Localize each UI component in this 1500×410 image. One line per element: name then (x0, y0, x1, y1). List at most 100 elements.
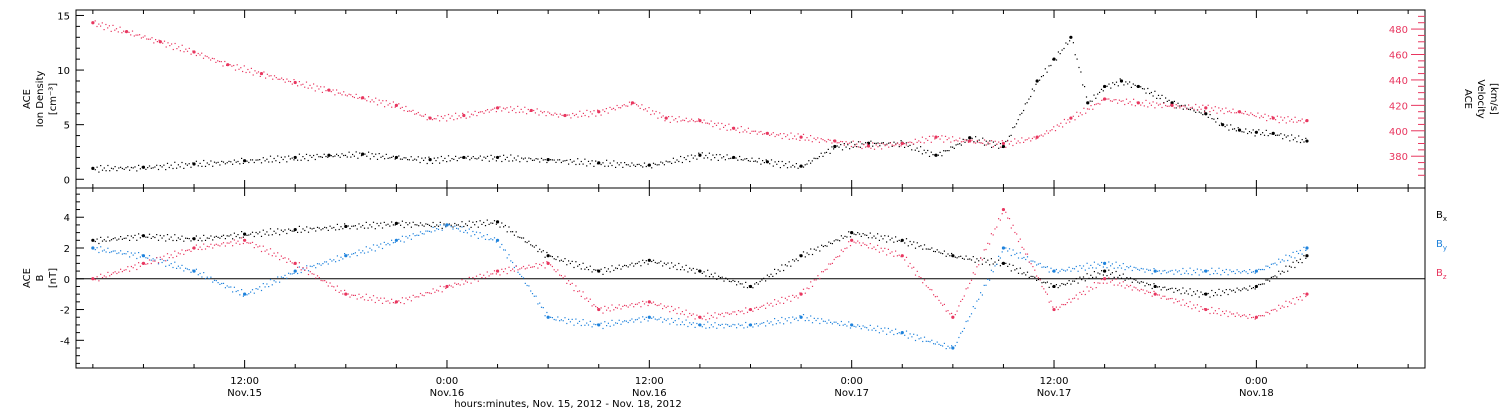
Bz-dot (217, 244, 219, 246)
Bx-dot (1254, 288, 1256, 290)
density-dot (726, 154, 728, 156)
Bx-dot (759, 280, 761, 283)
density-dot (698, 152, 700, 154)
Bx-dot (943, 250, 945, 252)
Bx-dot (551, 256, 553, 258)
field-axis-label-line3: [nT] (48, 268, 59, 288)
Bz-dot (163, 255, 165, 257)
velocity-dot (724, 124, 726, 127)
velocity-dot (609, 106, 611, 108)
Bx-dot (101, 240, 104, 242)
density-dot (176, 167, 178, 169)
velocity-dot (1053, 126, 1055, 128)
Bz-dot (1171, 297, 1173, 300)
Bx-dot (837, 239, 839, 241)
velocity-dot (1063, 118, 1065, 121)
Bx-dot (120, 236, 122, 238)
By-dot (1265, 265, 1267, 267)
velocity-dot (1056, 124, 1058, 126)
velocity-dot (1033, 136, 1035, 138)
velocity-dot (250, 67, 252, 69)
density-dot (1193, 110, 1195, 112)
velocity-dot (937, 136, 939, 138)
By-dot (725, 323, 727, 325)
Bx-dot (746, 287, 749, 289)
velocity-dot (749, 132, 751, 134)
Bx-dot (1149, 284, 1151, 286)
Bx-dot (1093, 271, 1095, 273)
Bz-dot (938, 299, 940, 301)
Bx-dot (302, 228, 304, 230)
velocity-dot (975, 142, 977, 144)
velocity-dot (762, 133, 764, 135)
velocity-dot (566, 114, 568, 116)
Bz-dot (450, 285, 452, 287)
By-dot (1299, 249, 1301, 252)
By-dot (306, 265, 308, 267)
velocity-dot (671, 115, 673, 118)
Bx-dot (226, 235, 228, 237)
Bx-dot (181, 235, 183, 237)
By-dot (692, 322, 694, 324)
density-dot (1028, 98, 1030, 100)
By-dot (484, 238, 487, 240)
velocity-dot (486, 109, 489, 111)
density-dot (1063, 47, 1065, 50)
Bz-dot (1144, 292, 1146, 295)
By-dot (495, 241, 497, 243)
By-dot (391, 239, 393, 241)
By-dot (828, 319, 830, 321)
By-dot (320, 264, 322, 266)
By-point (1305, 246, 1309, 250)
density-dot (992, 141, 994, 143)
Bz-dot (627, 306, 629, 308)
velocity-dot (721, 122, 723, 125)
velocity-dot (1276, 115, 1278, 117)
Bx-dot (535, 244, 537, 247)
density-dot (373, 155, 375, 158)
By-dot (1124, 269, 1126, 271)
density-dot (183, 167, 185, 169)
By-dot (909, 333, 911, 335)
Bz-dot (846, 247, 848, 249)
velocity-dot (185, 48, 187, 50)
density-dot (350, 156, 352, 158)
Bx-dot (159, 234, 161, 237)
density-dot (251, 159, 254, 161)
By-dot (1274, 262, 1276, 264)
Bz-dot (221, 243, 223, 245)
density-dot (1152, 95, 1154, 97)
velocity-dot (538, 114, 540, 116)
density-dot (881, 142, 883, 144)
Bz-dot (898, 254, 900, 256)
density-point (428, 158, 432, 162)
By-dot (573, 324, 575, 326)
density-dot (157, 168, 160, 171)
velocity-dot (1065, 122, 1067, 124)
Bx-dot (1258, 283, 1260, 286)
By-dot (430, 231, 432, 233)
density-dot (1204, 110, 1206, 112)
Bz-dot (929, 288, 931, 291)
Bz-dot (636, 303, 638, 305)
density-point (1204, 112, 1208, 116)
velocity-dot (284, 81, 286, 83)
Bx-dot (743, 286, 745, 288)
velocity-dot (1278, 122, 1280, 124)
velocity-dot (863, 144, 865, 146)
By-dot (324, 261, 326, 263)
velocity-dot (953, 140, 955, 142)
Bx-dot (1196, 290, 1198, 292)
By-dot (1146, 268, 1148, 270)
Bx-dot (1198, 296, 1200, 298)
Bz-dot (884, 247, 886, 249)
density-dot (978, 139, 980, 141)
velocity-dot (1124, 103, 1126, 106)
Bx-dot (322, 228, 324, 230)
Bz-dot (559, 274, 561, 276)
density-dot (512, 160, 514, 162)
By-dot (1142, 268, 1144, 270)
Bz-dot (813, 279, 815, 281)
By-dot (394, 241, 396, 243)
